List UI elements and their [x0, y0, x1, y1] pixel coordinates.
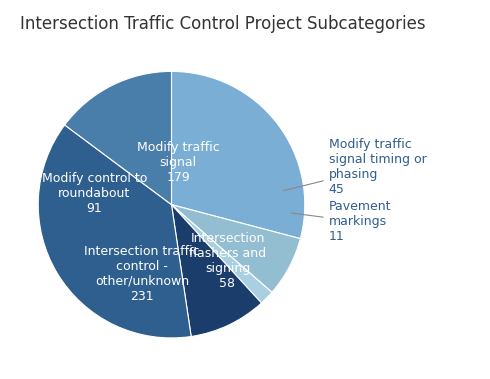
- Wedge shape: [38, 125, 191, 338]
- Text: Intersection traffic
control -
other/unknown
231: Intersection traffic control - other/unk…: [84, 245, 200, 303]
- Wedge shape: [65, 71, 172, 205]
- Text: Modify traffic
signal
179: Modify traffic signal 179: [137, 141, 220, 183]
- Wedge shape: [172, 205, 262, 337]
- Text: Pavement
markings
11: Pavement markings 11: [292, 200, 392, 243]
- Text: Intersection
flashers and
signing
58: Intersection flashers and signing 58: [189, 232, 266, 290]
- Text: Intersection Traffic Control Project Subcategories: Intersection Traffic Control Project Sub…: [20, 15, 425, 33]
- Wedge shape: [172, 71, 305, 239]
- Wedge shape: [172, 205, 300, 292]
- Text: Modify control to
roundabout
91: Modify control to roundabout 91: [42, 172, 147, 216]
- Wedge shape: [172, 205, 272, 303]
- Text: Modify traffic
signal timing or
phasing
45: Modify traffic signal timing or phasing …: [284, 138, 426, 196]
